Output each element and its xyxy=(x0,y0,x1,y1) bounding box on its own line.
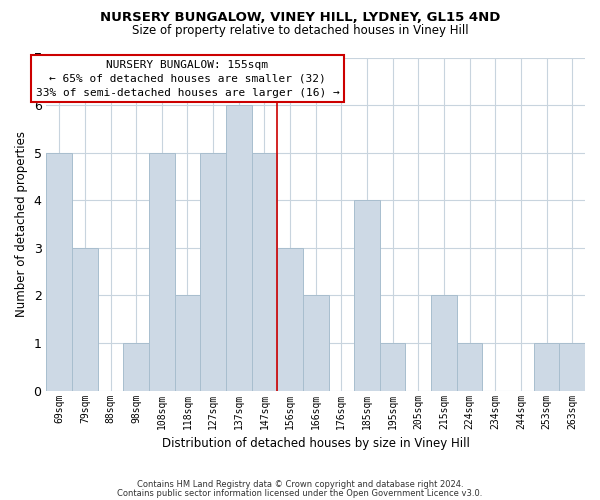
X-axis label: Distribution of detached houses by size in Viney Hill: Distribution of detached houses by size … xyxy=(162,437,470,450)
Bar xyxy=(559,343,585,390)
Bar xyxy=(277,248,303,390)
Bar xyxy=(226,105,251,391)
Text: Size of property relative to detached houses in Viney Hill: Size of property relative to detached ho… xyxy=(131,24,469,37)
Bar xyxy=(534,343,559,390)
Bar xyxy=(46,152,72,390)
Bar xyxy=(149,152,175,390)
Bar xyxy=(200,152,226,390)
Bar xyxy=(303,296,329,390)
Bar xyxy=(457,343,482,390)
Bar xyxy=(72,248,98,390)
Text: NURSERY BUNGALOW, VINEY HILL, LYDNEY, GL15 4ND: NURSERY BUNGALOW, VINEY HILL, LYDNEY, GL… xyxy=(100,11,500,24)
Y-axis label: Number of detached properties: Number of detached properties xyxy=(15,131,28,317)
Text: Contains public sector information licensed under the Open Government Licence v3: Contains public sector information licen… xyxy=(118,488,482,498)
Bar xyxy=(354,200,380,390)
Bar xyxy=(380,343,406,390)
Bar xyxy=(251,152,277,390)
Bar xyxy=(175,296,200,390)
Text: Contains HM Land Registry data © Crown copyright and database right 2024.: Contains HM Land Registry data © Crown c… xyxy=(137,480,463,489)
Bar xyxy=(431,296,457,390)
Bar xyxy=(124,343,149,390)
Text: NURSERY BUNGALOW: 155sqm
← 65% of detached houses are smaller (32)
33% of semi-d: NURSERY BUNGALOW: 155sqm ← 65% of detach… xyxy=(35,60,340,98)
